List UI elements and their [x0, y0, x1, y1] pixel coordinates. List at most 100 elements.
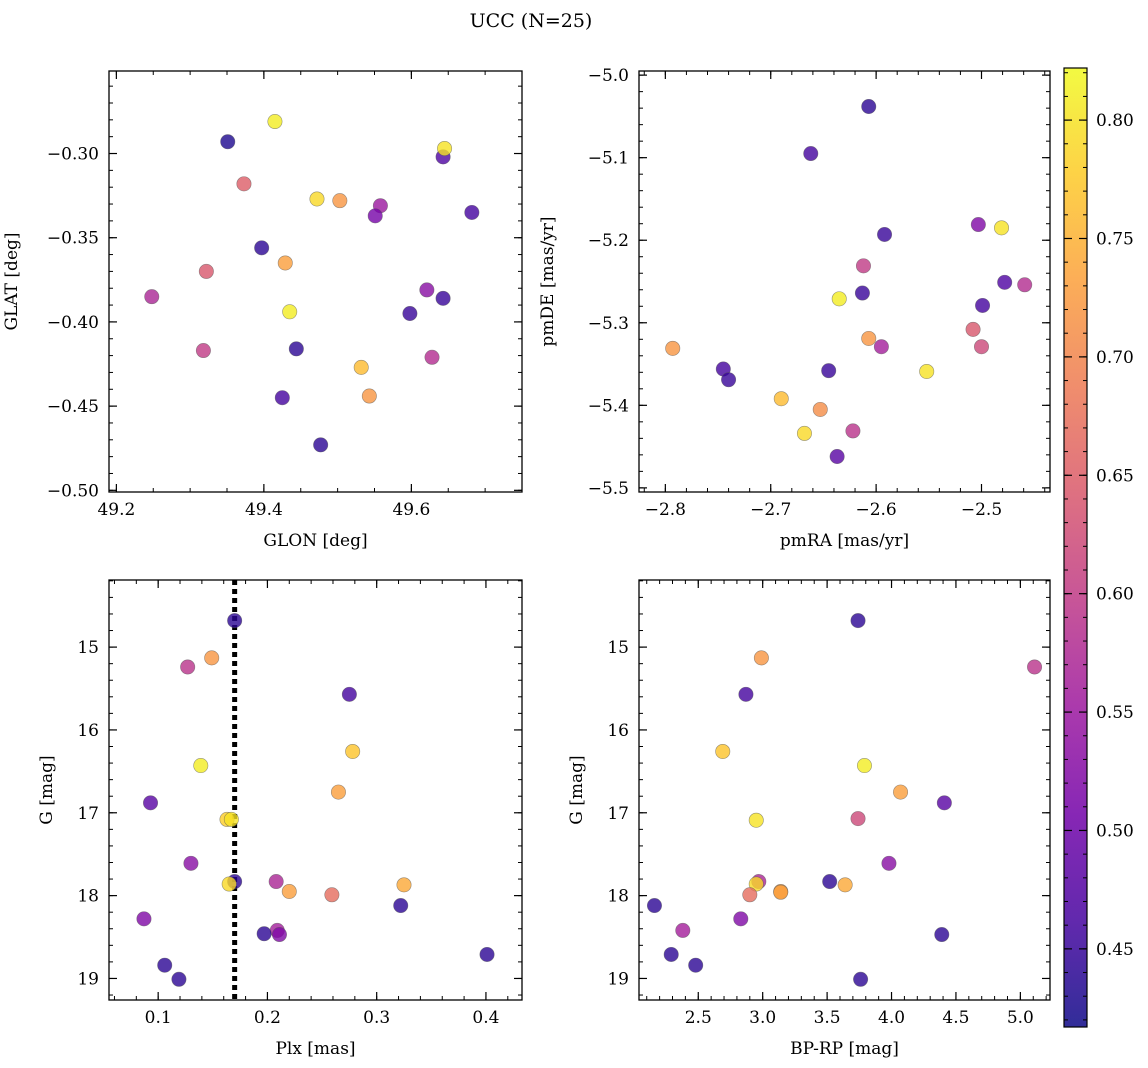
- scatter-point: [332, 193, 348, 209]
- colorbar: 0.45 0.50 0.55 0.60 0.65 0.70 0.75 0.80: [1063, 67, 1134, 1028]
- x-axis-label: BP-RP [mag]: [790, 1039, 899, 1059]
- panel-pmra-pmde: −2.8 −2.7 −2.6 −2.5 −5.0 −5.1 −5.2 −5.3 −5.4 −5.5…: [538, 66, 1051, 551]
- scatter-point: [773, 884, 789, 900]
- scatter-point: [268, 874, 284, 890]
- x-tick-label: 4.0: [878, 1008, 905, 1028]
- scatter-point: [204, 650, 220, 666]
- scatter-point: [136, 911, 152, 927]
- y-axis-label: G [mag]: [37, 755, 57, 824]
- scatter-point: [361, 388, 377, 404]
- scatter-point: [267, 114, 283, 130]
- scatter-point: [313, 437, 329, 453]
- scatter-point: [877, 226, 893, 242]
- scatter-point: [850, 811, 866, 827]
- scatter-point: [256, 926, 272, 942]
- scatter-point: [143, 795, 159, 811]
- scatter-point: [330, 784, 346, 800]
- axes-frame: [638, 579, 1051, 1001]
- y-tick-label: 18: [77, 887, 99, 907]
- scatter-point: [893, 784, 909, 800]
- scatter-point: [738, 686, 754, 702]
- colorbar-tick-label: 0.70: [1096, 348, 1134, 368]
- y-tick-label: 19: [77, 969, 99, 989]
- scatter-point: [970, 217, 986, 233]
- major-ticks: [109, 580, 522, 1000]
- scatter-point: [965, 321, 981, 337]
- scatter-point: [742, 887, 758, 903]
- scatter-point: [180, 659, 196, 675]
- scatter-point: [675, 922, 691, 938]
- scatter-point: [464, 204, 480, 220]
- x-tick-label: 2.5: [685, 1008, 712, 1028]
- x-tick-label: −2.7: [750, 500, 791, 520]
- scatter-point: [271, 927, 287, 943]
- scatter-point: [157, 957, 173, 973]
- scatter-point: [227, 613, 243, 629]
- scatter-point: [812, 401, 828, 417]
- x-tick-label: −2.5: [961, 500, 1002, 520]
- scatter-point: [997, 274, 1013, 290]
- major-ticks: [639, 71, 1050, 492]
- scatter-point: [345, 743, 361, 759]
- y-axis-label: GLAT [deg]: [2, 232, 22, 330]
- x-tick-label: 0.4: [472, 1008, 499, 1028]
- y-tick-label: 19: [607, 969, 629, 989]
- y-tick-label: 16: [77, 721, 99, 741]
- scatter-point: [646, 898, 662, 914]
- y-tick-label: −0.30: [47, 145, 99, 165]
- scatter-point: [733, 911, 749, 927]
- scatter-point: [831, 291, 847, 307]
- scatter-point: [881, 855, 897, 871]
- minor-ticks: [639, 71, 1050, 492]
- scatter-point: [663, 946, 679, 962]
- scatter-point: [402, 305, 418, 321]
- scatter-point: [254, 240, 270, 256]
- panel-bprp-g: 2.5 3.0 3.5 4.0 4.5 5.0 15 16 17 18 19 BP-RP [mag] G…: [567, 579, 1051, 1059]
- minor-ticks: [109, 580, 522, 1000]
- x-tick-label: 0.3: [363, 1008, 390, 1028]
- scatter-point: [171, 971, 187, 987]
- scatter-point: [419, 282, 435, 298]
- scatter-point: [803, 146, 819, 162]
- x-tick-label: 49.4: [245, 500, 283, 520]
- scatter-point: [850, 613, 866, 629]
- x-axis-label: pmRA [mas/yr]: [780, 531, 909, 551]
- scatter-point: [773, 391, 789, 407]
- x-tick-label: 0.2: [254, 1008, 281, 1028]
- colorbar-tick-label: 0.80: [1096, 111, 1134, 131]
- scatter-point: [324, 887, 340, 903]
- minor-ticks: [109, 71, 523, 492]
- scatter-point: [144, 289, 160, 305]
- scatter-point: [195, 343, 211, 359]
- scatter-point: [822, 874, 838, 890]
- scatter-point: [198, 263, 214, 279]
- scatter-point: [437, 140, 453, 156]
- major-ticks: [639, 580, 1050, 1000]
- scatter-point: [193, 758, 209, 774]
- scatter-point: [845, 423, 861, 439]
- scatter-point: [353, 359, 369, 375]
- panel-glon-glat: 49.2 49.4 49.6 −0.30 −0.35 −0.40 −0.45 −0.50 GLO…: [2, 70, 523, 551]
- y-tick-label: −0.35: [47, 229, 99, 249]
- colorbar-tick-label: 0.50: [1096, 821, 1134, 841]
- scatter-point: [277, 255, 293, 271]
- scatter-point: [721, 372, 737, 388]
- scatter-point: [973, 339, 989, 355]
- y-tick-label: −5.5: [588, 479, 629, 499]
- axes-frame: [108, 70, 523, 493]
- scatter-point: [274, 390, 290, 406]
- scatter-point: [853, 971, 869, 987]
- y-axis-label: pmDE [mas/yr]: [538, 216, 558, 346]
- y-tick-label: −0.45: [47, 397, 99, 417]
- colorbar-tick-label: 0.45: [1096, 940, 1134, 960]
- scatter-point: [309, 191, 325, 207]
- x-axis-label: Plx [mas]: [275, 1039, 355, 1059]
- panel-plx-g: 0.1 0.2 0.3 0.4 15 16 17 18 19 Plx [mas] G [mag]: [37, 579, 523, 1059]
- y-tick-label: −5.4: [588, 396, 629, 416]
- colorbar-gradient: [1064, 68, 1087, 1027]
- y-tick-label: 16: [607, 721, 629, 741]
- scatter-point: [367, 208, 383, 224]
- colorbar-tick-label: 0.60: [1096, 585, 1134, 605]
- scatter-points: [646, 613, 1043, 987]
- scatter-point: [220, 134, 236, 150]
